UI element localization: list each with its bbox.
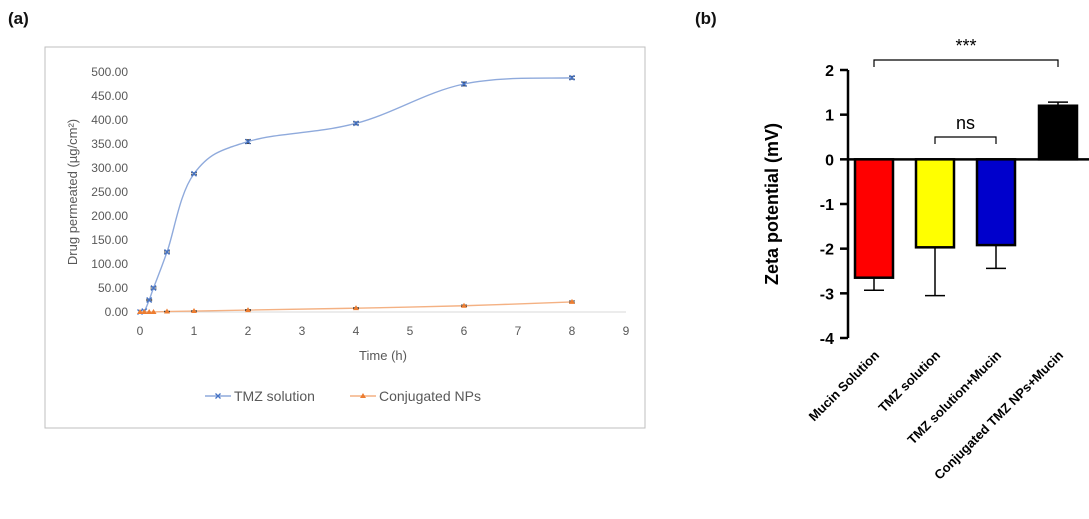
y-tick-label: 0 <box>825 152 834 169</box>
data-point <box>461 302 467 308</box>
bar <box>853 158 895 279</box>
data-point <box>164 308 170 314</box>
panel-b-label: (b) <box>695 9 717 28</box>
legend-label-1: TMZ solution <box>234 388 315 404</box>
data-point <box>191 170 197 177</box>
bar <box>975 158 1017 247</box>
panel-a-label: (a) <box>8 9 29 28</box>
y-tick-label: 200.00 <box>91 209 128 223</box>
data-point <box>141 309 148 314</box>
x-tick-label: 0 <box>137 324 144 338</box>
y-tick-label: 400.00 <box>91 113 128 127</box>
category-label: TMZ solution <box>875 347 943 415</box>
data-point <box>150 285 157 291</box>
x-axis-title: Time (h) <box>359 348 407 363</box>
y-tick-label: 350.00 <box>91 137 128 151</box>
legend-marker <box>360 393 366 398</box>
x-tick-label: 6 <box>461 324 468 338</box>
chart-a-frame <box>44 46 646 429</box>
data-point <box>461 81 467 87</box>
x-tick-label: 3 <box>299 324 306 338</box>
x-tick-label: 9 <box>623 324 630 338</box>
y-axis-title: Zeta potential (mV) <box>762 123 782 285</box>
data-point <box>245 307 251 313</box>
data-point <box>191 308 197 314</box>
y-tick-label: 450.00 <box>91 89 128 103</box>
y-tick-label: 0.00 <box>105 305 129 319</box>
y-tick-label: 150.00 <box>91 233 128 247</box>
y-tick-label: -2 <box>820 242 834 259</box>
legend-marker <box>215 393 221 399</box>
y-tick-label: 250.00 <box>91 185 128 199</box>
data-point <box>569 74 575 81</box>
y-tick-label: 1 <box>825 108 834 125</box>
data-point <box>146 309 153 314</box>
data-point <box>146 297 153 303</box>
bar <box>914 158 956 249</box>
significance-label: *** <box>955 36 976 56</box>
significance-bracket <box>873 59 1059 67</box>
x-tick-label: 7 <box>515 324 522 338</box>
y-tick-label: 2 <box>825 63 834 80</box>
category-label: Conjugated TMZ NPs+Mucin <box>931 347 1066 482</box>
y-tick-label: 100.00 <box>91 257 128 271</box>
significance-label: ns <box>956 113 975 133</box>
y-tick-label: 50.00 <box>98 281 128 295</box>
category-label: Mucin Solution <box>806 347 883 424</box>
data-point <box>353 120 359 127</box>
legend-label-2: Conjugated NPs <box>379 388 481 404</box>
y-tick-label: 500.00 <box>91 65 128 79</box>
y-tick-label: -1 <box>820 197 834 214</box>
y-tick-label: 300.00 <box>91 161 128 175</box>
data-point <box>150 309 157 314</box>
data-point <box>353 305 359 311</box>
x-tick-label: 4 <box>353 324 360 338</box>
y-axis-title: Drug permeated (µg/cm²) <box>65 119 80 265</box>
x-tick-label: 2 <box>245 324 252 338</box>
y-tick-label: -4 <box>820 331 834 348</box>
data-point <box>164 249 170 255</box>
data-point <box>569 298 575 304</box>
x-tick-label: 5 <box>407 324 414 338</box>
bar <box>1037 104 1079 161</box>
data-point <box>137 309 143 314</box>
y-tick-label: -3 <box>820 286 834 303</box>
data-point <box>245 138 251 145</box>
x-tick-label: 8 <box>569 324 576 338</box>
x-tick-label: 1 <box>191 324 198 338</box>
significance-bracket <box>934 136 997 144</box>
